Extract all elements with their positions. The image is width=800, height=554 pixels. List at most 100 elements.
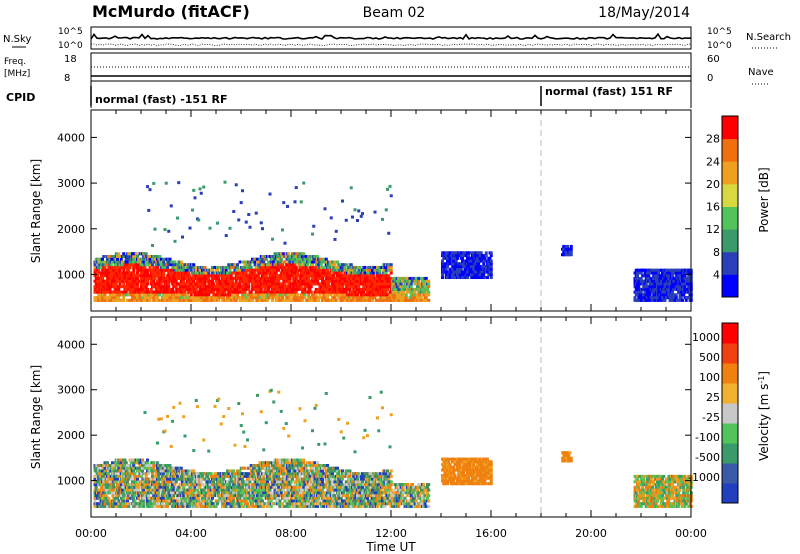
power-y-tick-label: 2000 <box>57 223 85 236</box>
power-cell <box>356 298 359 302</box>
power-cell <box>247 213 251 217</box>
power-cell <box>278 298 282 302</box>
velocity-cell <box>138 466 142 470</box>
power-cell <box>128 265 132 269</box>
velocity-cell <box>161 502 164 506</box>
power-cell <box>652 293 656 297</box>
velocity-cell <box>152 466 156 470</box>
power-cell <box>328 271 332 275</box>
power-cell <box>296 271 299 275</box>
power-cell <box>237 268 241 272</box>
power-cell <box>393 290 397 294</box>
velocity-cell <box>132 469 136 473</box>
power-cell <box>684 298 688 302</box>
power-cell <box>317 298 321 302</box>
power-cell <box>383 298 387 302</box>
power-ylabel: Slant Range [km] <box>29 159 43 263</box>
power-cell <box>154 298 158 302</box>
power-cell <box>149 293 153 297</box>
power-cell <box>332 268 336 272</box>
velocity-cell <box>171 485 174 489</box>
power-cell <box>162 271 166 275</box>
power-cell <box>444 267 448 271</box>
power-cell <box>198 293 202 297</box>
power-cell <box>272 285 276 289</box>
power-cell <box>173 239 177 243</box>
velocity-cell <box>178 401 182 405</box>
power-cell <box>314 276 318 280</box>
power-cell <box>637 296 641 300</box>
power-cell <box>258 290 262 294</box>
power-cell <box>129 290 133 294</box>
power-cell <box>658 276 662 280</box>
freq-label-line2: [MHz] <box>4 69 30 79</box>
velocity-cell <box>203 477 207 481</box>
power-cell <box>136 282 139 286</box>
power-cell <box>338 287 342 291</box>
power-cell <box>359 214 363 218</box>
power-cell <box>173 260 177 264</box>
power-cell <box>406 276 409 280</box>
power-cell <box>489 259 493 263</box>
power-cell <box>247 287 251 291</box>
power-cell <box>128 255 132 259</box>
velocity-cell <box>172 480 176 484</box>
velocity-cell <box>129 477 133 481</box>
power-cell <box>678 276 682 280</box>
power-cell <box>254 268 258 272</box>
power-cell <box>286 274 289 278</box>
power-cell <box>381 282 384 286</box>
power-cell <box>311 268 314 272</box>
power-cell <box>259 221 263 225</box>
power-cell <box>141 271 144 275</box>
power-cell <box>168 287 172 291</box>
power-cell <box>328 265 332 269</box>
velocity-cell <box>128 474 132 478</box>
power-cell <box>261 279 264 283</box>
power-cell <box>317 271 321 275</box>
velocity-cell <box>169 496 173 500</box>
power-cell <box>321 265 324 269</box>
power-cell <box>242 298 246 302</box>
power-cell <box>228 268 232 272</box>
power-colorbar-tick: 12 <box>706 223 720 236</box>
power-cell <box>323 282 327 286</box>
power-cell <box>637 282 641 286</box>
power-cell <box>126 260 129 264</box>
power-cell <box>153 276 157 280</box>
power-cell <box>479 259 483 263</box>
power-cell <box>657 282 661 286</box>
velocity-cell <box>121 466 124 470</box>
power-cell <box>478 273 482 277</box>
velocity-cell <box>158 483 162 487</box>
power-cell <box>192 279 196 283</box>
power-cell <box>342 276 346 280</box>
velocity-cell <box>113 466 117 470</box>
power-cell <box>363 265 367 269</box>
power-cell <box>158 279 162 283</box>
velocity-cell <box>186 504 189 508</box>
power-cell <box>354 265 358 269</box>
power-cell <box>114 282 118 286</box>
velocity-cell <box>124 469 128 473</box>
power-colorbar-swatch <box>722 138 738 162</box>
velocity-cell <box>139 499 143 503</box>
power-cell <box>333 296 337 300</box>
velocity-cell <box>104 464 108 467</box>
power-cell <box>119 298 123 302</box>
power-cell <box>478 276 482 280</box>
power-y-tick-label: 4000 <box>57 131 85 144</box>
power-cell <box>642 293 646 297</box>
power-cell <box>133 298 137 302</box>
power-cell <box>264 274 268 278</box>
power-cell <box>667 293 671 297</box>
power-cell <box>151 243 154 247</box>
velocity-cell <box>194 491 198 495</box>
power-cell <box>268 192 272 196</box>
power-cell <box>179 285 183 289</box>
velocity-cell <box>122 485 126 489</box>
power-cell <box>157 263 161 267</box>
power-cell <box>119 257 123 261</box>
velocity-cell <box>114 480 118 484</box>
